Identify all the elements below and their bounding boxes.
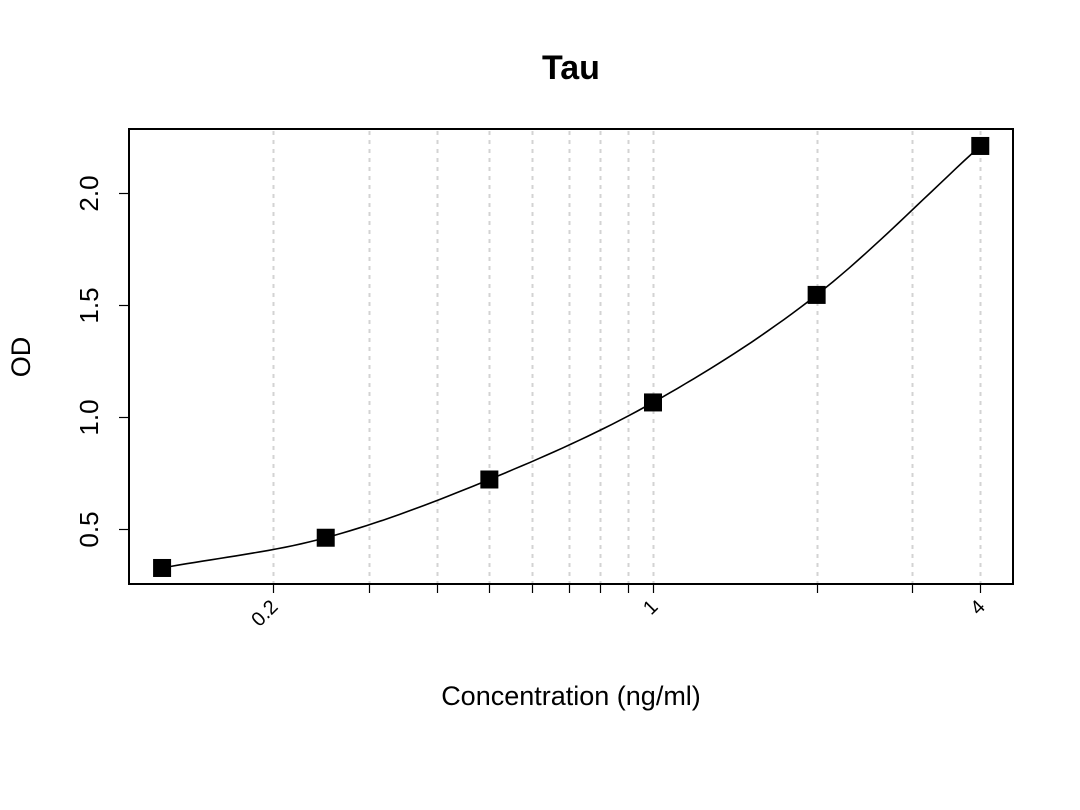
square-marker: [480, 470, 499, 489]
square-marker: [644, 393, 662, 412]
plot-frame: [128, 128, 1014, 585]
vertical-gridlines: [272, 131, 982, 583]
data-points: [153, 136, 990, 577]
y-tick-label: 1.0: [74, 399, 104, 435]
square-marker: [153, 558, 172, 577]
x-axis-label: Concentration (ng/ml): [441, 681, 701, 711]
chart-title: Tau: [542, 49, 600, 87]
square-marker: [971, 136, 990, 155]
curve-line: [161, 145, 981, 569]
y-tick-label: 0.5: [74, 511, 104, 547]
y-axis-label: OD: [6, 337, 36, 378]
y-axis: 0.5 1.0 1.5 2.0: [74, 175, 129, 548]
y-tick-label: 1.5: [74, 287, 104, 323]
fitted-curve: [161, 145, 981, 569]
square-marker: [807, 285, 826, 304]
square-marker: [316, 528, 335, 547]
y-tick-label: 2.0: [74, 175, 104, 211]
